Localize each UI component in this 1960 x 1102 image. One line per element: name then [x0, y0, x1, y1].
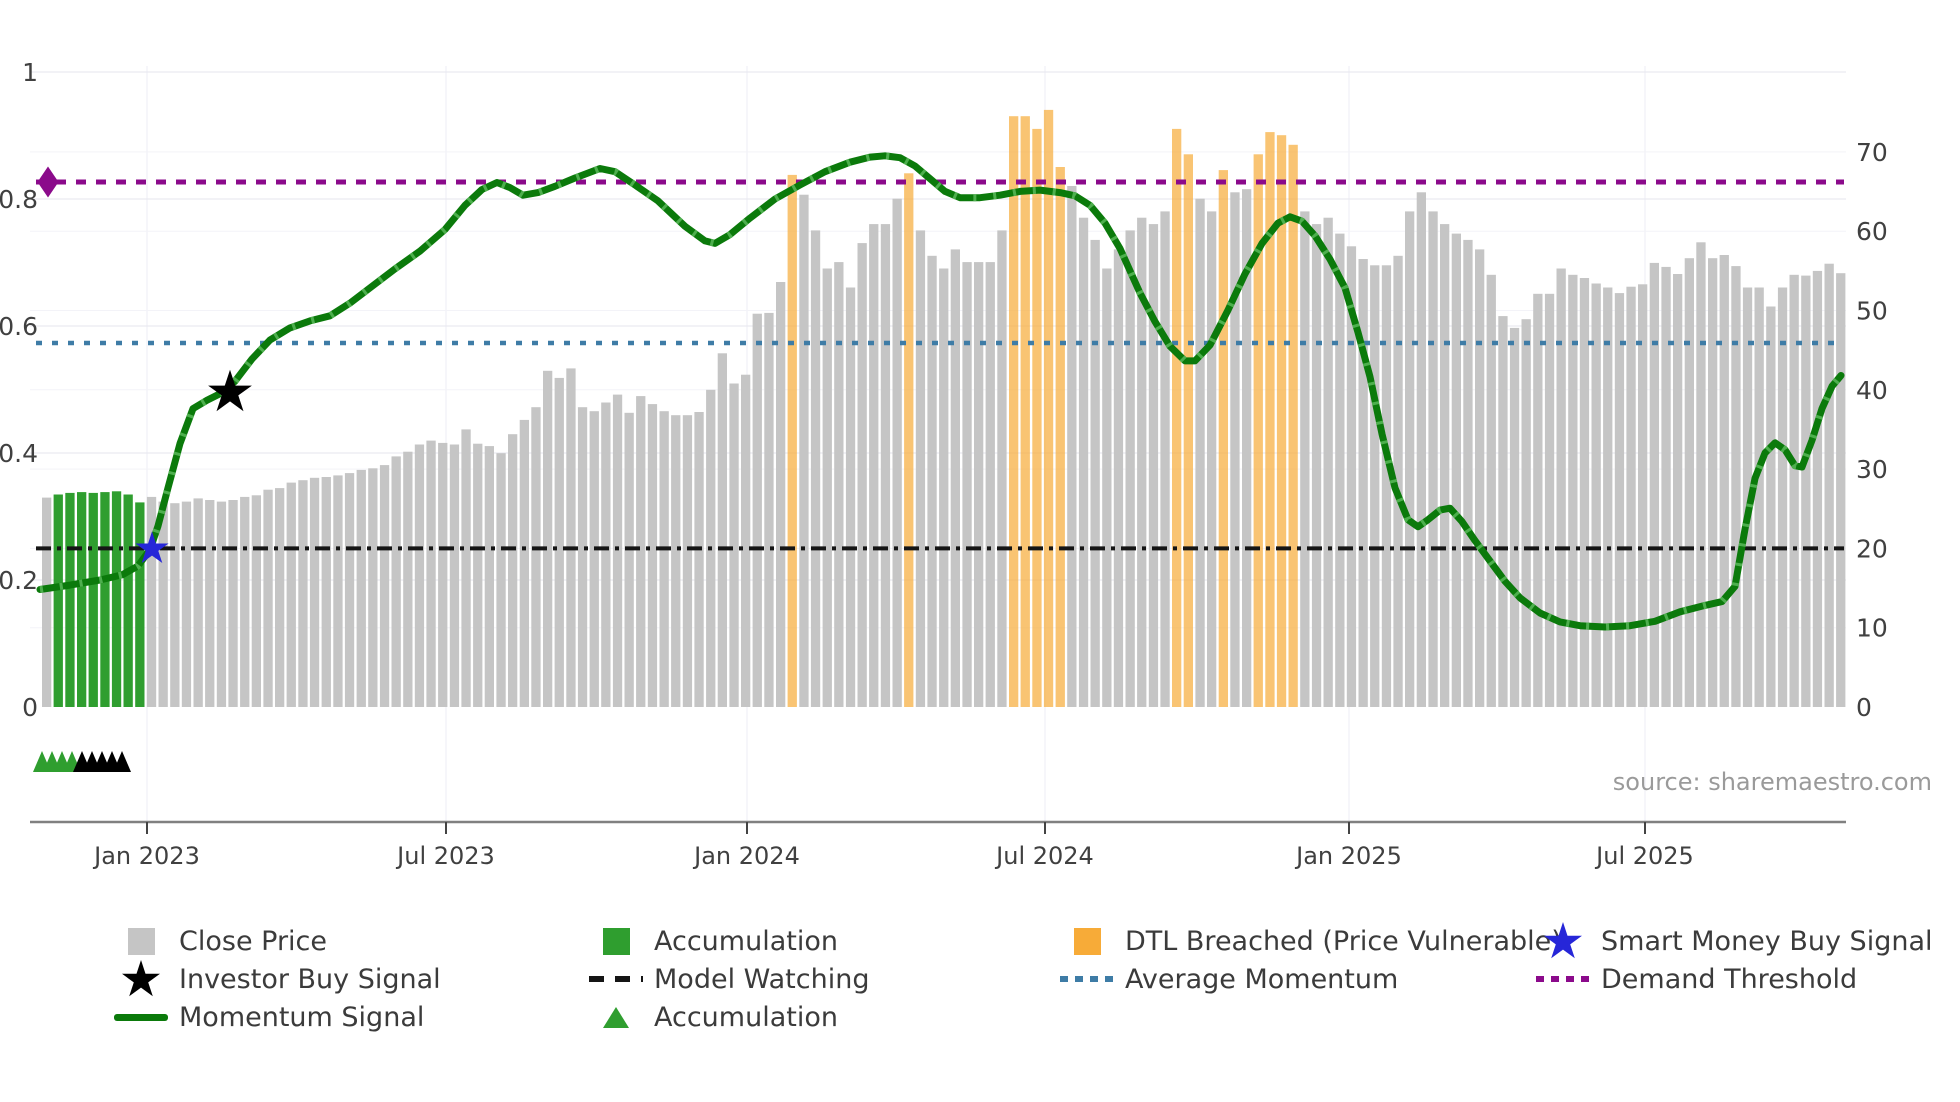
svg-text:60: 60 — [1856, 217, 1888, 246]
svg-text:Jul 2025: Jul 2025 — [1594, 842, 1694, 870]
legend-item-demand-threshold: Demand Threshold — [1531, 958, 1857, 1000]
svg-text:40: 40 — [1856, 376, 1888, 405]
dtl_breached_legend-square-icon — [1073, 927, 1101, 955]
legend-item-momentum-signal: Momentum Signal — [109, 996, 424, 1038]
svg-text:20: 20 — [1856, 534, 1888, 563]
price-bars — [42, 109, 1846, 708]
legend-item-accumulation: Accumulation — [584, 996, 838, 1038]
legend-label-accumulation: Accumulation — [654, 1001, 838, 1033]
svg-text:Jul 2023: Jul 2023 — [395, 842, 495, 870]
accumulation-square-icon — [602, 927, 630, 955]
smart-money-buy-star — [135, 531, 169, 563]
svg-text:0.6: 0.6 — [0, 312, 38, 341]
svg-text:70: 70 — [1856, 138, 1888, 167]
svg-text:Jan 2025: Jan 2025 — [1294, 842, 1402, 870]
legend-label-momentum-signal: Momentum Signal — [179, 1001, 425, 1033]
legend-item-close-price: Close Price — [109, 920, 327, 962]
legend-label-close-price: Close Price — [179, 925, 327, 957]
svg-text:50: 50 — [1856, 297, 1888, 326]
legend-label-average-momentum: Average Momentum — [1125, 963, 1399, 995]
dashed-line-icon — [589, 976, 643, 982]
svg-text:1: 1 — [22, 58, 38, 87]
legend-item-dtl-breached-price-vulnerable: DTL Breached (Price Vulnerable) — [1055, 920, 1562, 962]
right-axis-labels: 0 10 20 30 40 50 60 70 — [1856, 138, 1888, 722]
triangle-icon — [603, 1006, 629, 1028]
svg-text:0.4: 0.4 — [0, 439, 38, 468]
svg-text:0: 0 — [1856, 693, 1872, 722]
svg-text:Jan 2023: Jan 2023 — [92, 842, 200, 870]
momentum-line-icon — [114, 1013, 168, 1021]
svg-text:Jul 2024: Jul 2024 — [994, 842, 1094, 870]
smart_money_star-star-icon — [1544, 922, 1582, 959]
dotted-line-icon — [1060, 976, 1114, 982]
dotted-line-icon — [1536, 976, 1590, 982]
left-axis-labels: 0 0.2 0.4 0.6 0.8 1 — [0, 58, 38, 722]
svg-text:10: 10 — [1856, 614, 1888, 643]
svg-text:0.8: 0.8 — [0, 185, 38, 214]
accumulation-triangle-markers — [33, 751, 131, 772]
close_bar-square-icon — [127, 927, 155, 955]
legend-label-demand-threshold: Demand Threshold — [1601, 963, 1858, 995]
legend-label-dtl-breached-price-vulnerable: DTL Breached (Price Vulnerable) — [1125, 925, 1562, 957]
legend-item-smart-money-buy-signal: Smart Money Buy Signal — [1531, 920, 1933, 962]
legend-label-model-watching: Model Watching — [654, 963, 870, 995]
legend-item-average-momentum: Average Momentum — [1055, 958, 1398, 1000]
svg-text:Jan 2024: Jan 2024 — [692, 842, 800, 870]
legend-label-investor-buy-signal: Investor Buy Signal — [179, 963, 441, 995]
legend-item-investor-buy-signal: Investor Buy Signal — [109, 958, 441, 1000]
svg-text:0.2: 0.2 — [0, 566, 38, 595]
demand-threshold-marker — [37, 166, 59, 198]
source-credit: source: sharemaestro.com — [1612, 768, 1932, 796]
legend-label-smart-money-buy-signal: Smart Money Buy Signal — [1601, 925, 1933, 957]
x-axis: Jan 2023 Jul 2023 Jan 2024 Jul 2024 Jan 2025… — [30, 820, 1846, 870]
investor-buy-star — [208, 369, 252, 412]
momentum-line — [36, 152, 1845, 631]
investor_star-star-icon — [122, 960, 160, 997]
legend-item-model-watching: Model Watching — [584, 958, 869, 1000]
svg-text:30: 30 — [1856, 455, 1888, 484]
price-momentum-chart: Jan 2023 Jul 2023 Jan 2024 Jul 2024 Jan 2025… — [0, 58, 1888, 870]
legend-item-accumulation: Accumulation — [584, 920, 838, 962]
svg-text:0: 0 — [22, 693, 38, 722]
legend-label-accumulation: Accumulation — [654, 925, 838, 957]
